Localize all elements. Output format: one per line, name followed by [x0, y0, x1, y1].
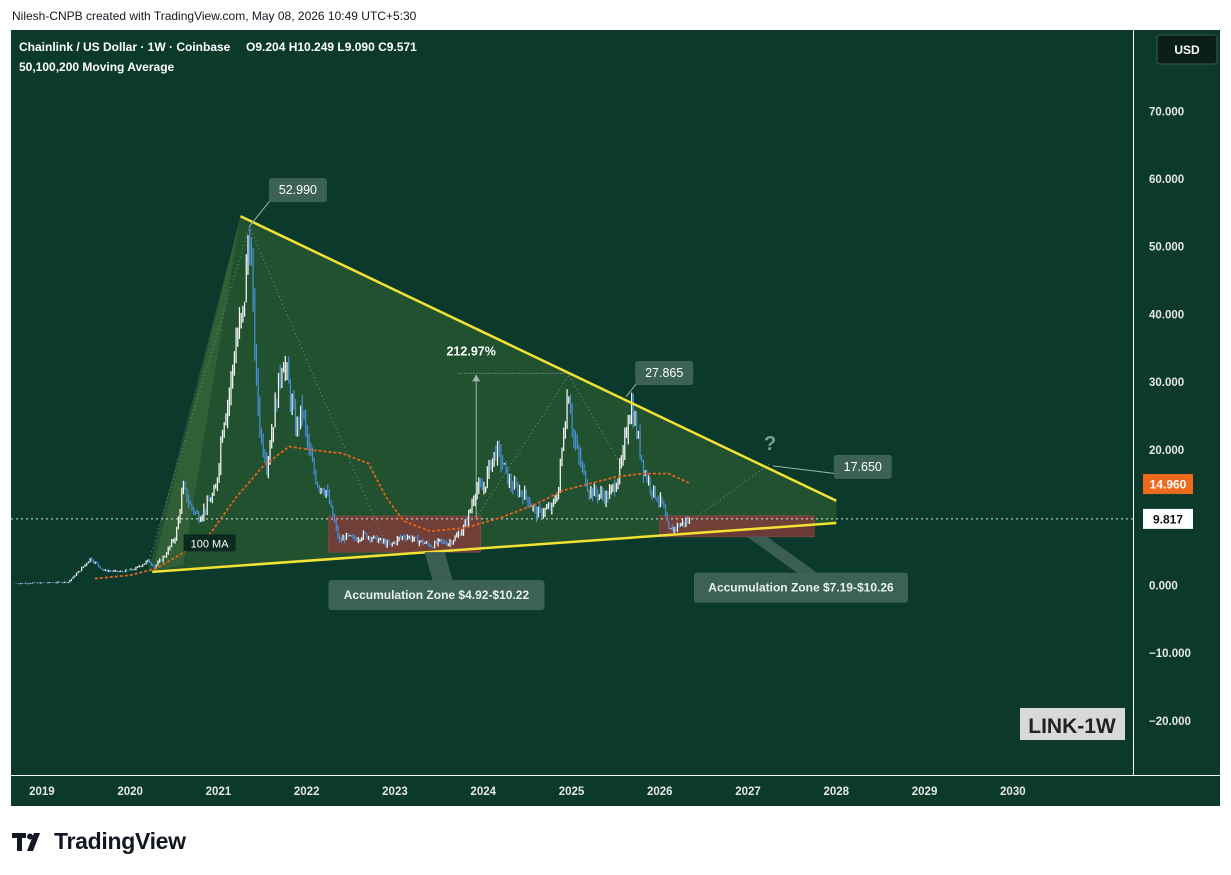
price-callout-box[interactable] [635, 361, 694, 386]
candle-layer [14, 226, 690, 585]
price-tick-label: −20.000 [1149, 716, 1191, 728]
price-tick-label: 40.000 [1149, 309, 1184, 321]
time-tick-label: 2022 [294, 786, 320, 798]
chart-canvas[interactable]: 52.990 27.865 17.650 212.97%? 100 MA LINK-1W A… [11, 30, 1220, 806]
zone-callout-pointer [424, 552, 453, 581]
price-callout-connector [248, 196, 274, 227]
price-tag-box [1143, 508, 1193, 529]
watermark-box [1020, 708, 1125, 740]
time-tick-label: 2019 [29, 786, 55, 798]
symbol-title: Chainlink / US Dollar · 1W · Coinbase [19, 40, 231, 54]
percent-move-arrowhead [472, 374, 481, 382]
zone-callout-box[interactable] [328, 580, 545, 611]
chart-caption: Nilesh-CNPB created with TradingView.com… [12, 9, 417, 23]
zone-callout-text: Accumulation Zone $4.92-$10.22 [344, 588, 530, 602]
currency-button[interactable]: USD [1156, 34, 1218, 65]
dotted-projection-line [248, 226, 387, 545]
dotted-projection-line [475, 375, 570, 518]
time-tick-label: 2024 [470, 786, 496, 798]
time-tick-label: 2030 [1000, 786, 1026, 798]
support-trendline[interactable] [152, 521, 837, 574]
chart-area[interactable]: 52.990 27.865 17.650 212.97%? 100 MA LINK-1W A… [11, 30, 1220, 806]
price-callout-text: 27.865 [645, 366, 683, 380]
indicator-label: 50,100,200 Moving Average [19, 60, 175, 74]
time-tick-label: 2025 [559, 786, 585, 798]
trendline-layer [152, 215, 837, 574]
price-tick-label: 20.000 [1149, 445, 1184, 457]
moving-average-layer [94, 445, 692, 580]
time-tick-label: 2028 [824, 786, 850, 798]
impulse-leg-fill [147, 216, 241, 572]
zone-callout-box[interactable] [693, 572, 908, 603]
watermark-label: LINK-1W [1028, 715, 1116, 738]
price-tick-label: 50.000 [1149, 242, 1184, 254]
tradingview-brand: TradingView [54, 828, 186, 854]
price-callout-box[interactable] [833, 454, 892, 479]
price-tick-label: −10.000 [1149, 648, 1191, 660]
tradingview-logo[interactable]: TradingView [12, 828, 186, 855]
price-callout-text: 17.650 [844, 460, 882, 474]
dotted-projection-line [690, 463, 771, 522]
price-callout-text: 52.990 [279, 183, 317, 197]
currency-label: USD [1174, 43, 1200, 57]
ma-label-box [183, 534, 236, 552]
price-tick-label: 70.000 [1149, 106, 1184, 118]
ma-label-text: 100 MA [191, 538, 230, 550]
price-callout-connector [772, 465, 838, 475]
price-tick-label: 60.000 [1149, 174, 1184, 186]
question-mark: ? [764, 433, 776, 455]
triangle-fill-layer [147, 216, 837, 572]
percent-move-label: 212.97% [446, 344, 495, 358]
time-tick-label: 2026 [647, 786, 673, 798]
resistance-trendline[interactable] [239, 215, 837, 502]
dotted-projection-line [147, 226, 250, 564]
price-tick-label: 30.000 [1149, 377, 1184, 389]
time-axis-bg [11, 775, 1220, 806]
annotation-layer: 52.990 27.865 17.650 212.97%? 100 MA LINK-1W A… [183, 178, 1125, 740]
time-tick-label: 2027 [735, 786, 761, 798]
dotted-projection-line [568, 375, 621, 464]
tradingview-logo-icon [12, 832, 40, 851]
price-tag-text: 14.960 [1150, 478, 1187, 492]
axis-layer: −20.000−10.0000.00010.00020.00030.00040.… [11, 30, 1220, 806]
time-tick-label: 2021 [206, 786, 232, 798]
guide-lines-layer [11, 226, 1133, 564]
triangle-pattern-fill [152, 216, 837, 572]
zone-callout-text: Accumulation Zone $7.19-$10.26 [708, 581, 894, 595]
moving-average-100-line [94, 445, 692, 580]
accumulation-zone-box[interactable] [659, 515, 815, 538]
price-tick-label: 0.000 [1149, 580, 1178, 592]
ohlc-readout: O9.204 H10.249 L9.090 C9.571 [246, 40, 417, 54]
price-tag-box [1143, 474, 1193, 495]
time-tick-label: 2023 [382, 786, 408, 798]
price-callout-box[interactable] [268, 178, 327, 203]
time-tick-label: 2020 [117, 786, 143, 798]
price-tag-text: 9.817 [1153, 512, 1183, 526]
time-tick-label: 2029 [912, 786, 938, 798]
zone-callout-pointer [746, 536, 817, 573]
